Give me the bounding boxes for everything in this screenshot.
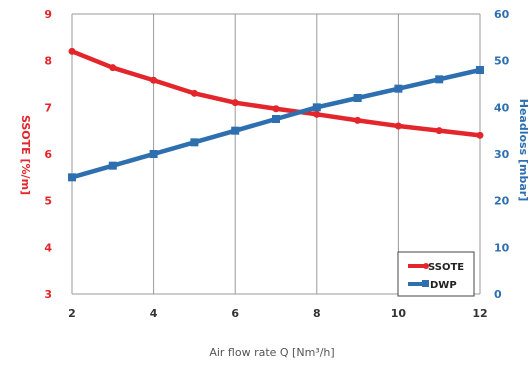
- legend-label-ssote: SSOTE: [428, 262, 464, 273]
- x-tick-label: 6: [231, 307, 239, 320]
- y-right-tick-label: 0: [494, 288, 502, 301]
- legend-label-dwp: DWP: [430, 280, 457, 291]
- data-point-ssote: [68, 47, 76, 55]
- data-point-dwp: [435, 75, 444, 84]
- y-right-tick-label: 20: [494, 195, 510, 208]
- data-point-ssote: [435, 127, 443, 135]
- data-point-ssote: [394, 122, 402, 130]
- y-right-tick-label: 30: [494, 148, 510, 161]
- data-point-dwp: [353, 94, 362, 102]
- x-tick-label: 12: [472, 307, 487, 320]
- legend-marker-ssote: [423, 263, 429, 269]
- y-left-tick-label: 5: [44, 195, 52, 208]
- legend-marker-dwp: [422, 280, 429, 287]
- x-tick-label: 8: [313, 307, 321, 320]
- y-axis-right-title: Headloss [mbar]: [517, 99, 530, 201]
- y-left-tick-label: 6: [44, 148, 52, 161]
- data-point-ssote: [190, 89, 198, 97]
- data-point-dwp: [231, 126, 240, 135]
- y-left-tick-label: 7: [44, 101, 52, 114]
- x-axis-title: Air flow rate Q [Nm³/h]: [209, 346, 334, 359]
- y-right-tick-label: 40: [494, 101, 510, 114]
- y-left-tick-label: 8: [44, 55, 52, 68]
- data-point-ssote: [354, 116, 362, 124]
- data-point-ssote: [231, 99, 239, 107]
- y-left-tick-label: 3: [44, 288, 52, 301]
- data-point-ssote: [476, 131, 484, 139]
- y-left-tick-label: 4: [44, 241, 52, 254]
- data-point-dwp: [108, 161, 117, 170]
- series-layer: [68, 47, 484, 182]
- data-point-ssote: [109, 64, 117, 72]
- data-point-ssote: [150, 76, 158, 84]
- data-point-ssote: [272, 105, 280, 113]
- data-point-dwp: [272, 115, 280, 123]
- data-point-dwp: [149, 150, 158, 158]
- y-right-tick-label: 50: [494, 55, 510, 68]
- data-point-dwp: [312, 103, 321, 112]
- y-axis-left-title: SSOTE [%/m]: [19, 115, 32, 195]
- tick-labels: 2 4 6 8 10 12 3 4 5 6 7 8 9 0 10 20 30 40 50 60: [44, 8, 509, 320]
- data-point-dwp: [394, 84, 403, 93]
- x-tick-label: 10: [391, 307, 407, 320]
- legend: SSOTE DWP: [397, 251, 475, 297]
- x-tick-label: 4: [150, 307, 158, 320]
- grid: [71, 13, 481, 295]
- legend-box: [397, 251, 475, 297]
- y-right-tick-label: 60: [494, 8, 510, 21]
- data-point-dwp: [190, 138, 199, 147]
- series-line-dwp: [69, 67, 483, 180]
- data-point-dwp: [476, 66, 484, 74]
- data-point-ssote: [313, 110, 321, 118]
- y-right-tick-label: 10: [494, 241, 510, 254]
- x-tick-label: 2: [68, 307, 76, 320]
- y-left-tick-label: 9: [44, 8, 52, 21]
- data-point-dwp: [68, 173, 76, 182]
